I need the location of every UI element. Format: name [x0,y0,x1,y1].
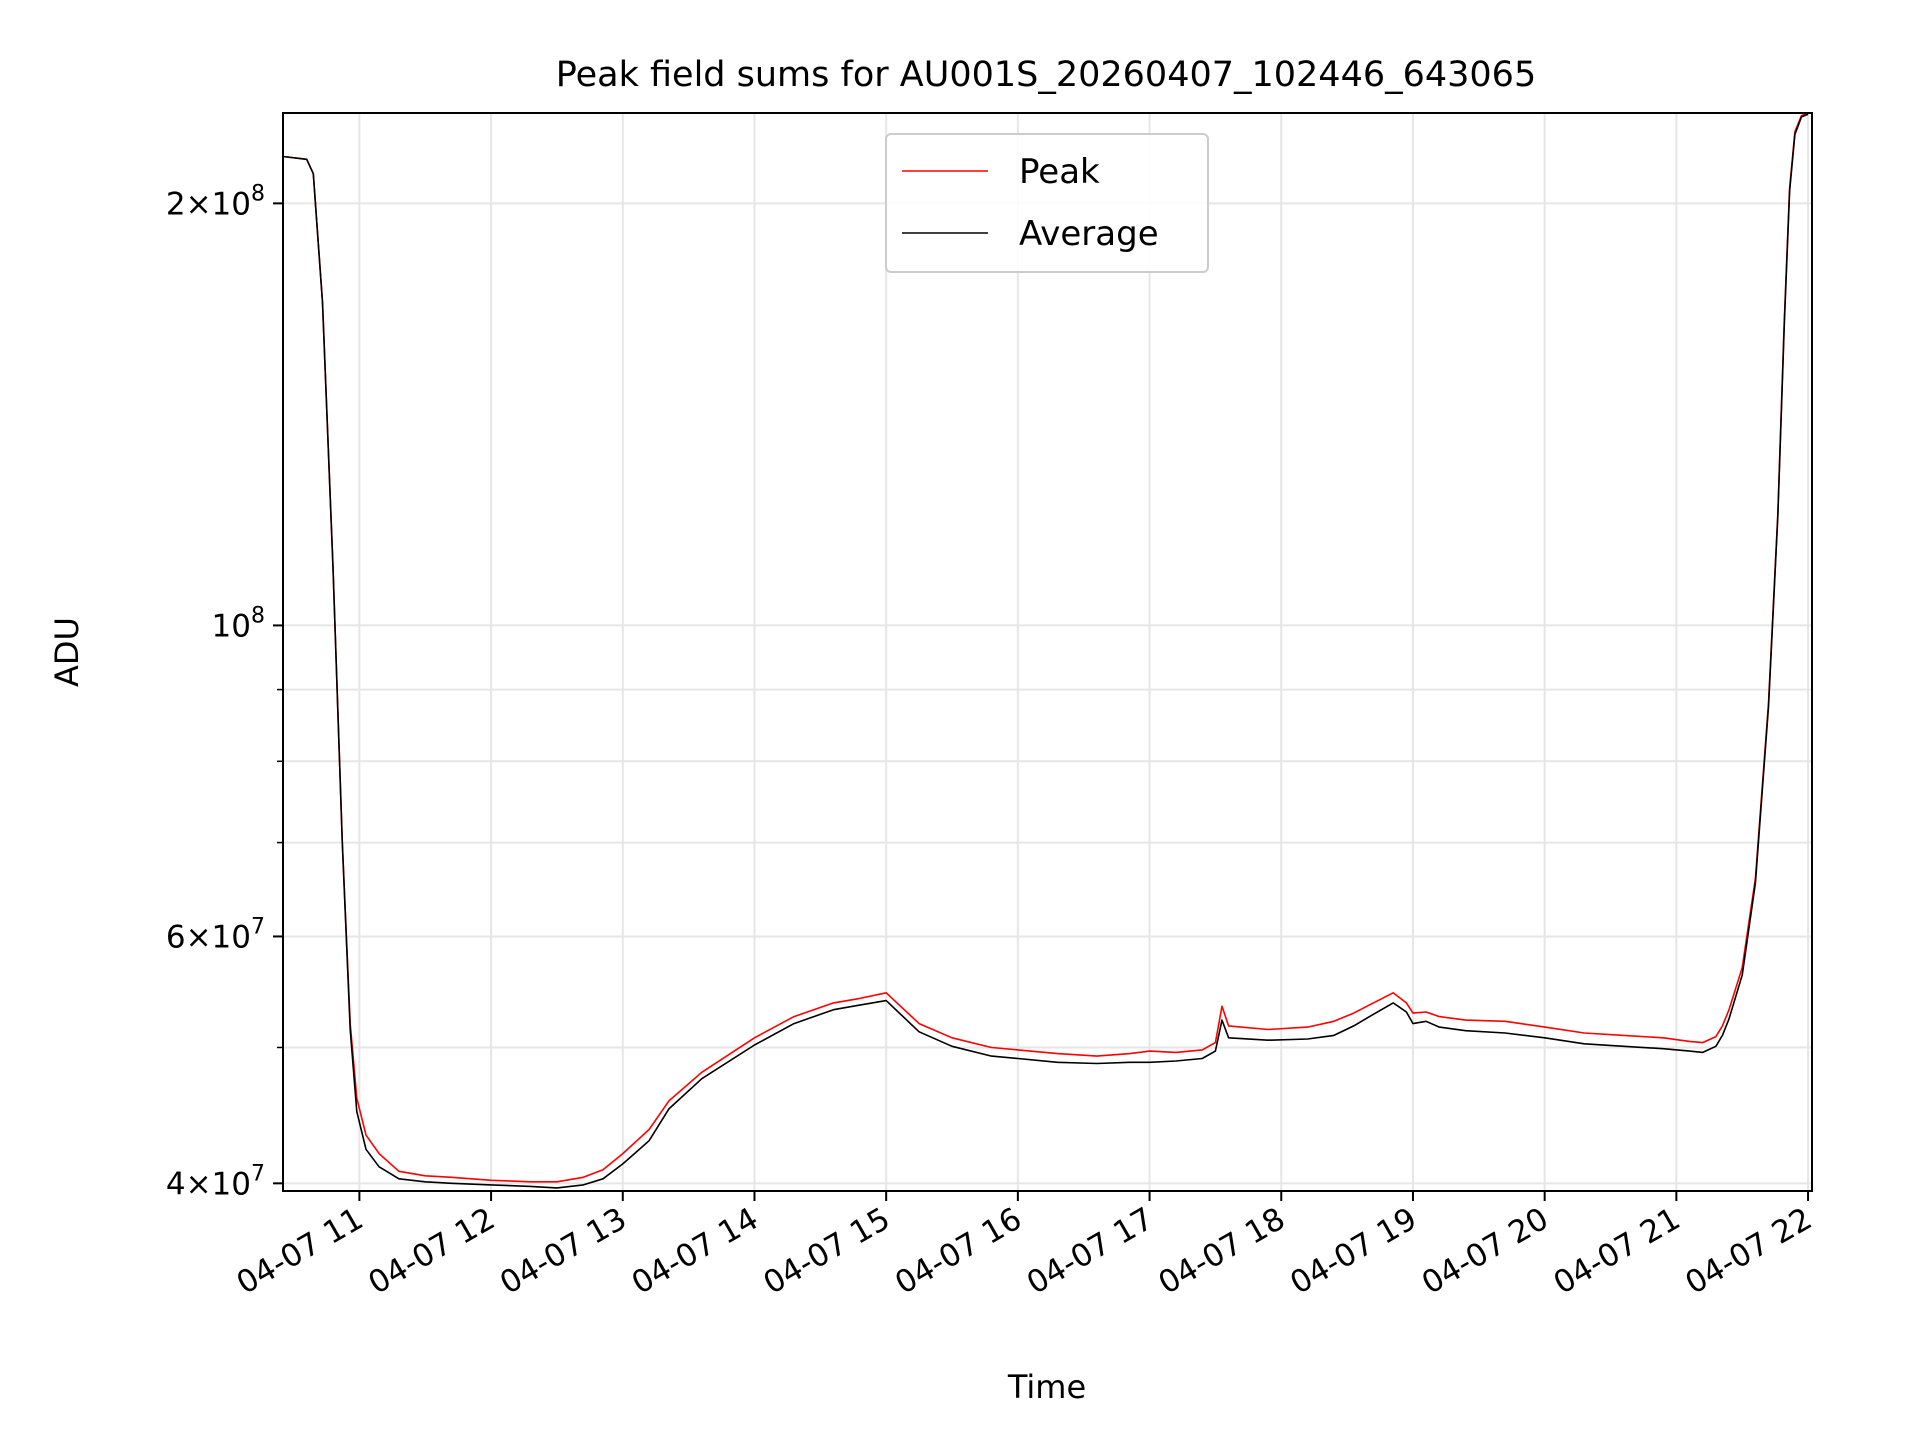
legend-average-label: Average [1019,214,1159,254]
y-tick-label: 2×108 [166,181,265,222]
y-tick-label: 6×107 [166,914,265,955]
legend: Peak Average [885,133,1209,273]
series-average-line [282,113,1809,1189]
y-tick-label: 108 [212,603,265,644]
y-axis: 4×107 6×107 108 2×108 [166,181,283,1202]
y-axis-label: ADU [48,617,86,687]
grid [283,113,1812,1191]
legend-box [885,133,1209,273]
legend-peak-label: Peak [1019,152,1100,192]
y-tick-label: 4×107 [166,1161,265,1202]
plot-frame [282,112,1813,1192]
series-peak-line [282,112,1809,1183]
series-layer [282,112,1809,1189]
chart-title: Peak field sums for AU001S_20260407_1024… [556,55,1536,95]
x-axis-label: Time [1007,1368,1086,1406]
